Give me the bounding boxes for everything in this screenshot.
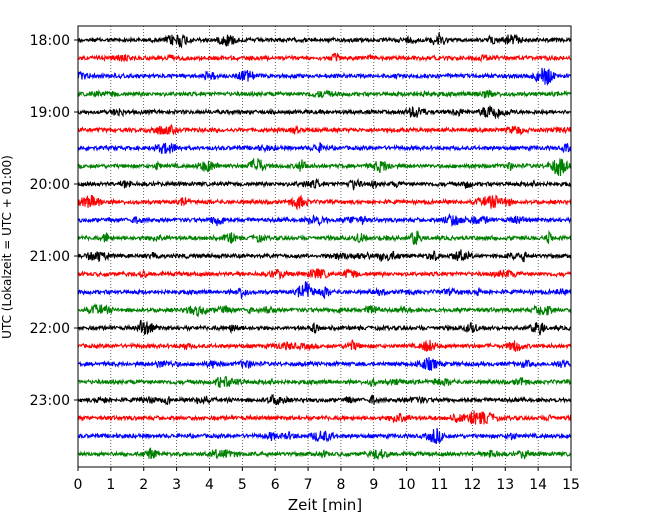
seismogram-trace (77, 357, 572, 372)
seismogram-trace (77, 281, 572, 300)
x-tick-label: 2 (139, 477, 148, 493)
x-tick-label: 4 (205, 477, 214, 493)
seismogram-trace (77, 67, 572, 87)
seismogram-trace (77, 410, 572, 425)
x-tick-label: 0 (74, 477, 83, 493)
x-tick-label: 11 (431, 477, 449, 493)
seismogram-trace (77, 428, 572, 444)
x-tick-label: 14 (529, 477, 547, 493)
x-tick-label: 1 (106, 477, 115, 493)
seismogram-trace (77, 141, 572, 155)
x-tick-label: 5 (238, 477, 247, 493)
seismogram-trace (77, 339, 572, 352)
seismogram-trace (77, 393, 572, 406)
seismogram-trace (77, 447, 572, 460)
x-tick-label: 8 (336, 477, 345, 493)
y-tick-label: 22:00 (30, 321, 70, 337)
plot-frame (77, 25, 572, 468)
x-tick-label: 12 (463, 477, 481, 493)
seismogram-trace (77, 229, 572, 246)
x-axis-label: Zeit [min] (288, 496, 362, 514)
y-tick-label: 19:00 (30, 105, 70, 121)
seismogram-trace (77, 124, 572, 136)
seismogram-trace (77, 194, 572, 211)
x-tick-label: 3 (172, 477, 181, 493)
x-tick-label: 13 (496, 477, 514, 493)
seismogram-trace (77, 52, 572, 64)
seismogram-trace (77, 375, 572, 388)
x-tick-label: 10 (398, 477, 416, 493)
x-tick-label: 15 (562, 477, 580, 493)
seismogram-trace (77, 177, 572, 191)
seismogram-trace (77, 319, 572, 336)
seismogram-trace (77, 105, 572, 120)
seismogram-trace (77, 249, 572, 263)
y-axis-label: UTC (Lokalzeit = UTC + 01:00) (0, 155, 14, 339)
seismogram-trace (77, 303, 572, 318)
y-axis-ticks: 18:00 19:00 20:00 21:00 22:00 23:00 (30, 33, 78, 409)
seismogram-trace (77, 32, 572, 49)
seismogram-trace (77, 267, 572, 280)
x-tick-label: 6 (271, 477, 280, 493)
x-axis-ticks: 0 1 2 3 4 5 6 7 8 9 10 11 12 13 14 15 (74, 467, 580, 493)
y-tick-label: 23:00 (30, 393, 70, 409)
seismogram-trace (77, 158, 572, 177)
x-tick-label: 7 (304, 477, 313, 493)
seismogram-traces (77, 32, 572, 460)
seismogram-trace (77, 212, 572, 228)
y-tick-label: 20:00 (30, 177, 70, 193)
y-tick-label: 18:00 (30, 33, 70, 49)
x-tick-label: 9 (369, 477, 378, 493)
seismogram-trace (77, 89, 572, 99)
y-tick-label: 21:00 (30, 249, 70, 265)
